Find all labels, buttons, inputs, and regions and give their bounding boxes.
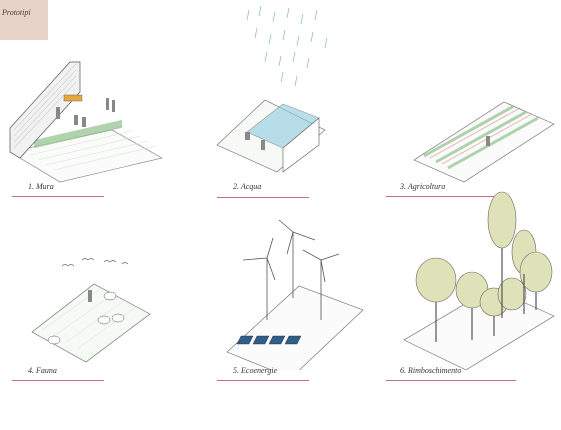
caption-underline — [12, 196, 104, 197]
water-basin-icon — [216, 5, 328, 173]
crop-rows-icon — [413, 101, 555, 183]
panel-acqua: 2. Acqua — [187, 0, 374, 198]
caption-underline — [217, 197, 309, 198]
tree-icon — [403, 191, 555, 370]
caption-acqua: 2. Acqua — [233, 182, 262, 191]
prototipi-tag-label: Prototipi — [2, 8, 31, 17]
caption-ecoenergie: 5. Ecoenergie — [233, 366, 278, 375]
caption-underline — [386, 196, 494, 197]
panel-fauna: 4. Fauna — [0, 240, 187, 430]
prototipi-tag: Prototipi — [0, 0, 48, 40]
sheep-icon — [31, 258, 151, 363]
panel-mura: 1. Mura — [0, 50, 187, 240]
caption-fauna: 4. Fauna — [28, 366, 57, 375]
panel-agricoltura: 3. Agricoltura — [374, 50, 561, 240]
wall-icon — [9, 61, 163, 183]
caption-agricoltura: 3. Agricoltura — [400, 182, 446, 191]
caption-rimboschimento: 6. Rimboschimento — [400, 366, 462, 375]
panel-rimboschimento: 6. Rimboschimento — [374, 190, 561, 381]
caption-mura: 1. Mura — [28, 182, 54, 191]
wind-turbine-icon — [226, 219, 364, 370]
panel-ecoenergie: 5. Ecoenergie — [187, 210, 374, 400]
